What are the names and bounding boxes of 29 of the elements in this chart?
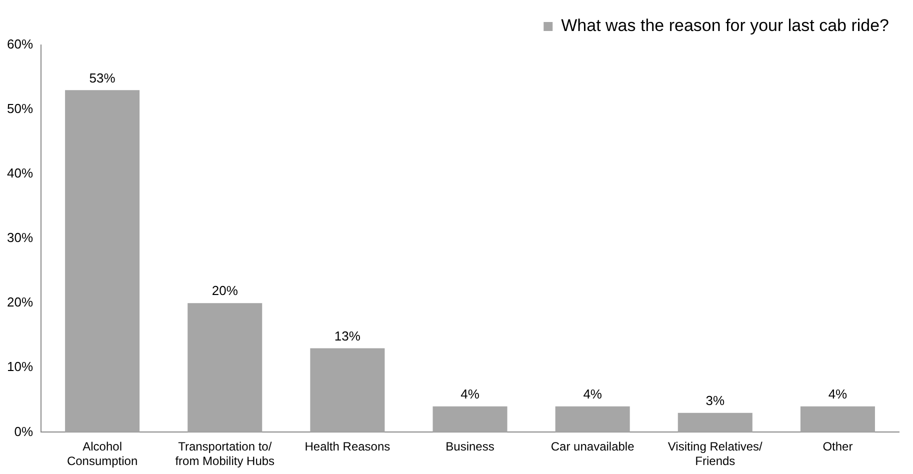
y-tick-label: 60%	[6, 36, 34, 52]
data-label: 4%	[583, 386, 602, 402]
bar	[800, 406, 875, 432]
data-label: 13%	[334, 328, 361, 344]
x-tick-label: Other	[822, 440, 853, 454]
bar	[310, 348, 385, 432]
y-tick-label: 20%	[6, 294, 34, 310]
bar	[188, 303, 262, 432]
bar	[678, 412, 752, 432]
x-tick-label: Alcohol Consumption	[66, 440, 138, 468]
data-label: 4%	[828, 386, 848, 402]
y-tick-label: 50%	[6, 101, 34, 116]
x-tick-label: Business	[446, 440, 494, 454]
data-label: 20%	[212, 283, 238, 298]
y-tick-label: 30%	[6, 230, 34, 246]
y-tick-label: 40%	[6, 166, 34, 181]
bar	[555, 406, 630, 432]
y-tick-label: 10%	[6, 359, 34, 374]
x-tick-label: Visiting Relatives/ Friends	[668, 440, 764, 468]
y-tick-label: 0%	[14, 424, 34, 439]
bar	[65, 90, 140, 432]
data-label: 53%	[89, 70, 116, 86]
bar	[432, 406, 508, 432]
x-tick-label: Car unavailable	[550, 440, 635, 454]
x-tick-label: Transportation to/ from Mobility Hubs	[175, 440, 275, 468]
data-label: 4%	[460, 386, 480, 402]
legend-label: What was the reason for your last cab ride?	[561, 16, 890, 36]
x-tick-label: Health Reasons	[304, 440, 390, 454]
data-label: 3%	[706, 392, 725, 408]
